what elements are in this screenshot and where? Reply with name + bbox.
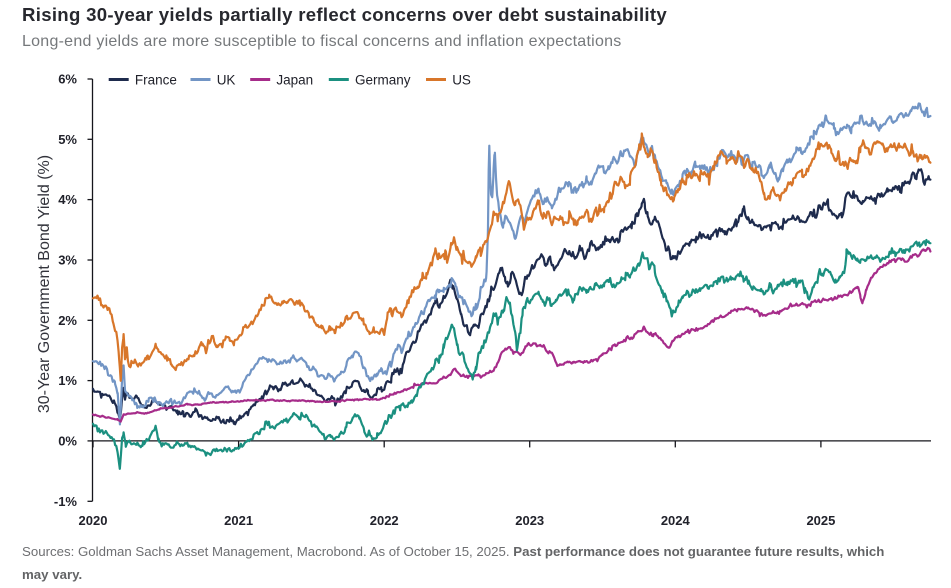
svg-text:2%: 2%: [58, 313, 77, 328]
svg-text:Japan: Japan: [276, 72, 313, 87]
svg-text:2023: 2023: [515, 513, 544, 528]
svg-text:6%: 6%: [58, 72, 77, 87]
svg-text:3%: 3%: [58, 253, 77, 268]
svg-text:2025: 2025: [806, 513, 835, 528]
svg-text:US: US: [452, 72, 471, 87]
svg-text:4%: 4%: [58, 192, 77, 207]
svg-text:0%: 0%: [58, 434, 77, 449]
svg-text:2020: 2020: [79, 513, 108, 528]
svg-text:5%: 5%: [58, 132, 77, 147]
svg-text:-1%: -1%: [54, 494, 78, 509]
svg-text:30-Year Government Bond Yield: 30-Year Government Bond Yield (%): [36, 155, 53, 413]
svg-text:UK: UK: [217, 72, 236, 87]
svg-text:2021: 2021: [224, 513, 253, 528]
svg-text:2024: 2024: [661, 513, 691, 528]
svg-text:France: France: [135, 72, 177, 87]
svg-text:1%: 1%: [58, 373, 77, 388]
svg-text:2022: 2022: [370, 513, 399, 528]
svg-text:Germany: Germany: [355, 72, 411, 87]
